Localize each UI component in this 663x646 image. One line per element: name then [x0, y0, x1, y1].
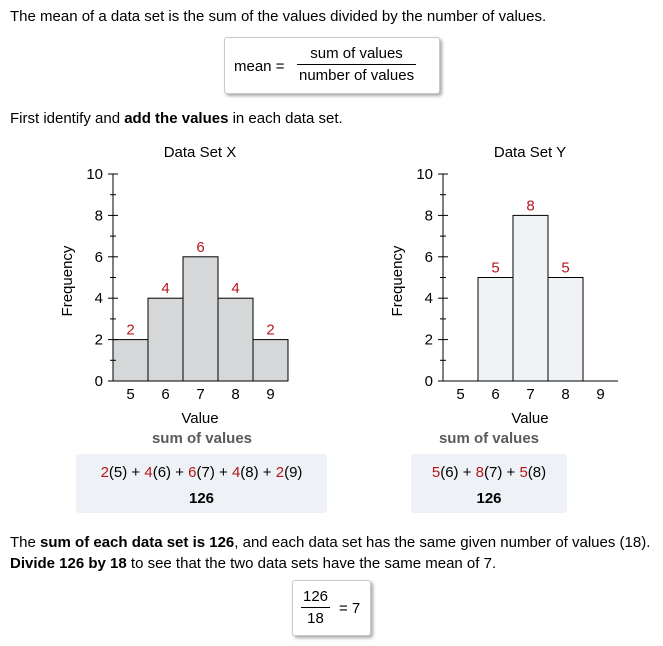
plus-sign: + — [502, 464, 520, 481]
y-tick-label: 6 — [95, 249, 103, 266]
x-tick-label: 5 — [126, 386, 134, 403]
frequency-coefficient: 5 — [519, 464, 528, 481]
x-tick-label: 8 — [231, 386, 239, 403]
step1-pre: First identify and — [10, 110, 125, 127]
frequency-coefficient: 5 — [431, 464, 441, 481]
data-label: 2 — [126, 322, 134, 339]
calc-expression-y: 5(6) + 8(7) + 5(8) — [411, 464, 567, 481]
frequency-coefficient: 2 — [100, 464, 109, 481]
y-tick-label: 0 — [95, 373, 103, 390]
sum-label-x: sum of values — [151, 430, 253, 447]
y-tick-label: 2 — [95, 332, 103, 349]
formula-fraction: sum of values number of values — [297, 45, 417, 84]
frequency-coefficient: 8 — [475, 464, 484, 481]
y-tick-label: 8 — [425, 207, 433, 224]
intro-text: The mean of a data set is the sum of the… — [10, 8, 547, 25]
step1-text: First identify and add the values in eac… — [10, 110, 343, 127]
x-tick-label: 9 — [596, 386, 604, 403]
y-tick-label: 0 — [425, 373, 433, 390]
x-tick-label: 9 — [266, 386, 274, 403]
result-numerator: 126 — [303, 588, 329, 605]
conclusion-t3: to see that the two data sets have the s… — [126, 555, 497, 572]
conclusion-t2: , and each data set has the same given n… — [234, 534, 651, 551]
bar-7 — [182, 256, 219, 382]
mean-formula-box: mean = sum of values number of values — [224, 37, 440, 94]
data-label: 6 — [196, 239, 204, 256]
bar-5 — [112, 339, 149, 382]
result-denominator: 18 — [301, 607, 331, 627]
step1-bold: add the values — [124, 110, 229, 127]
y-axis-label: Frequency — [389, 245, 406, 316]
value-term: (9) — [284, 464, 303, 481]
y-tick-label: 6 — [425, 249, 433, 266]
value-term: (8) — [240, 464, 259, 481]
bar-7 — [512, 214, 549, 382]
y-tick-label: 10 — [416, 166, 433, 183]
bar-8 — [547, 277, 584, 382]
data-label: 4 — [161, 280, 169, 297]
value-term: (6) — [440, 464, 459, 481]
formula-numerator: sum of values — [310, 45, 403, 62]
data-label: 8 — [526, 197, 534, 214]
x-tick-label: 8 — [561, 386, 569, 403]
x-tick-label: 6 — [491, 386, 499, 403]
x-tick-label: 6 — [161, 386, 169, 403]
bar-8 — [217, 297, 254, 382]
plus-sign: + — [171, 464, 189, 481]
conclusion-b1: sum of each data set is 126 — [40, 534, 235, 551]
plus-sign: + — [127, 464, 145, 481]
result-rhs: = 7 — [339, 600, 361, 617]
value-term: (7) — [196, 464, 215, 481]
y-tick-label: 4 — [95, 290, 103, 307]
data-label: 4 — [231, 280, 239, 297]
formula-denominator: number of values — [297, 64, 417, 84]
y-tick-label: 10 — [86, 166, 103, 183]
x-axis-label: Value — [181, 410, 218, 427]
bar-6 — [147, 297, 184, 382]
frequency-coefficient: 6 — [188, 464, 197, 481]
conclusion-text: The sum of each data set is 126, and eac… — [10, 532, 660, 574]
data-label: 2 — [266, 322, 274, 339]
frequency-coefficient: 4 — [144, 464, 153, 481]
x-tick-label: 7 — [196, 386, 204, 403]
chart-title: Data Set Y — [494, 144, 566, 161]
x-tick-label: 7 — [526, 386, 534, 403]
result-fraction: 126 18 — [301, 588, 331, 627]
conclusion-b2: Divide 126 by 18 — [10, 555, 127, 572]
y-tick-label: 2 — [425, 332, 433, 349]
x-tick-label: 5 — [456, 386, 464, 403]
chart-data-set-x: Data Set X Frequency 2 4 6 4 2 0 2 4 6 8 10 5 6 7 8 9 Valu… — [59, 144, 289, 427]
step1-post: in each data set. — [228, 110, 343, 127]
y-axis-label: Frequency — [59, 245, 76, 316]
conclusion-t1: The — [10, 534, 41, 551]
data-label: 5 — [561, 260, 569, 277]
plus-sign: + — [258, 464, 276, 481]
value-term: (7) — [484, 464, 503, 481]
sum-label-y: sum of values — [438, 430, 540, 447]
value-term: (8) — [527, 464, 547, 481]
frequency-coefficient: 4 — [231, 464, 241, 481]
chart-title: Data Set X — [164, 144, 237, 161]
value-term: (5) — [108, 464, 128, 481]
formula-lhs: mean = — [234, 58, 285, 75]
calc-box-x: 2(5) + 4(6) + 6(7) + 4(8) + 2(9) 126 — [76, 454, 327, 513]
x-axis-label: Value — [511, 410, 548, 427]
value-term: (6) — [152, 464, 172, 481]
bar-6 — [477, 277, 514, 382]
result-box: 126 18 = 7 — [292, 580, 371, 636]
y-tick-label: 4 — [425, 290, 433, 307]
calc-expression-x: 2(5) + 4(6) + 6(7) + 4(8) + 2(9) — [76, 464, 327, 481]
calc-box-y: 5(6) + 8(7) + 5(8) 126 — [411, 454, 567, 513]
calc-total-y: 126 — [476, 490, 502, 507]
frequency-coefficient: 2 — [275, 464, 285, 481]
plus-sign: + — [214, 464, 232, 481]
calc-total-x: 126 — [188, 490, 215, 507]
chart-data-set-y: Data Set Y Frequency 5 8 5 0 2 4 6 8 10 5 6 7 8 9 Value — [389, 144, 618, 427]
data-label: 5 — [491, 260, 499, 277]
bar-9 — [252, 339, 289, 382]
y-tick-label: 8 — [95, 207, 103, 224]
plus-sign: + — [458, 464, 476, 481]
